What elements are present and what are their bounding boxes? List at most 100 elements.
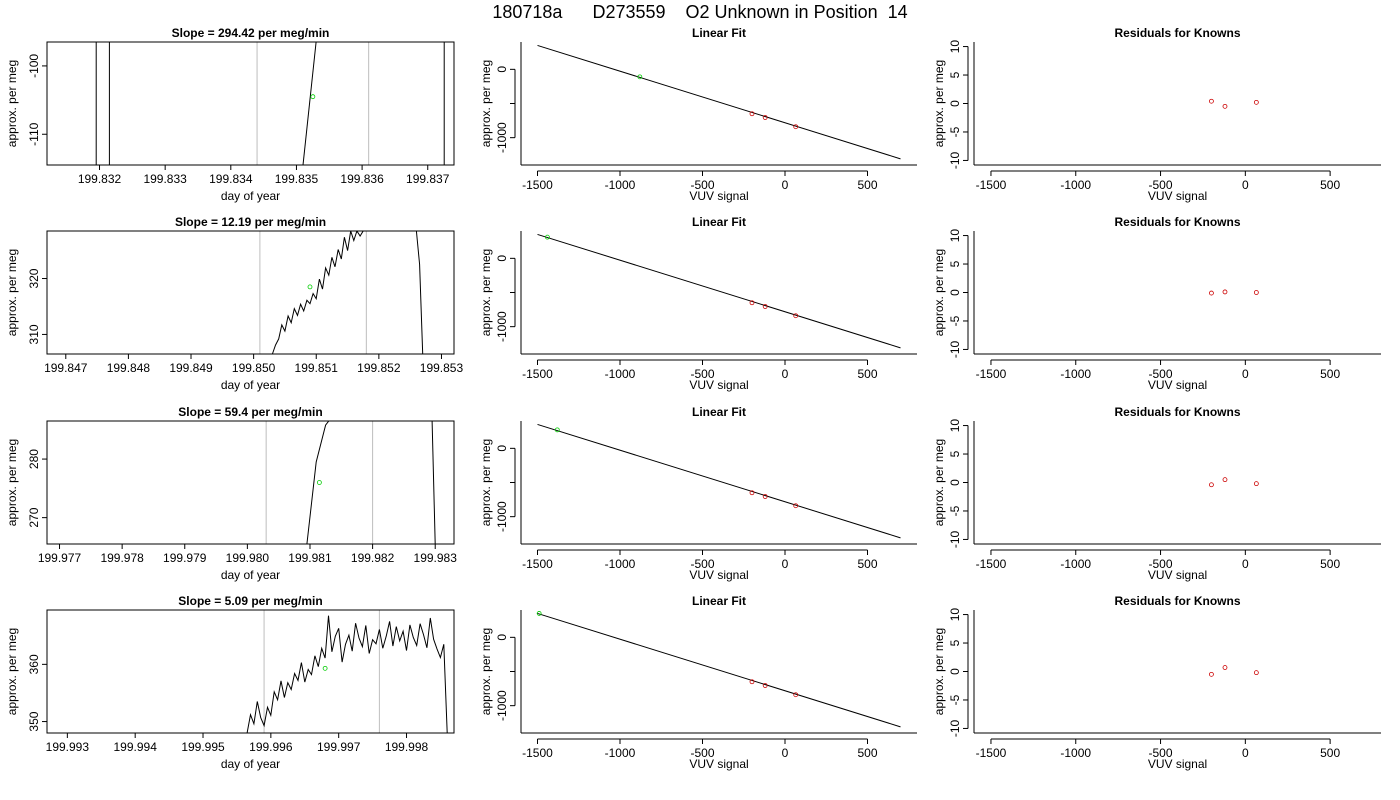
- x-tick-label: 199.836: [340, 172, 384, 186]
- x-tick-label: -500: [690, 557, 714, 571]
- x-tick-label: -1500: [522, 746, 553, 760]
- x-tick-label: -1000: [1060, 178, 1091, 192]
- x-tick-label: -500: [1149, 367, 1173, 381]
- fit-line: [537, 612, 901, 728]
- y-axis-label: approx. per meg: [479, 439, 493, 526]
- known-point: [762, 115, 768, 120]
- unknown-point: [554, 427, 560, 433]
- chart-panel-11: Linear Fit -1500 -1000 -500 0 500 -1000 0 VUV si…: [479, 594, 917, 771]
- known-point: [793, 503, 799, 509]
- y-axis-label: approx. per meg: [5, 249, 19, 336]
- x-tick-label: -1500: [522, 367, 553, 381]
- chart-panel-4: Slope = 12.19 per meg/min 199.847 199.848 1…: [5, 215, 463, 392]
- data-series-line: [271, 231, 424, 354]
- residual-point: [1222, 477, 1228, 483]
- unknown-point: [310, 94, 316, 100]
- chart-title: Linear Fit: [692, 215, 746, 229]
- chart-panel-5: Linear Fit -1500 -1000 -500 0 500 -1000 0 VUV si…: [479, 215, 917, 392]
- y-tick-label: -100: [27, 54, 41, 78]
- chart-panel-6: Residuals for Knowns -1500 -1000 -500 0 500 -1…: [932, 215, 1381, 392]
- residual-point: [1222, 103, 1228, 109]
- x-tick-label: -1000: [605, 367, 636, 381]
- x-tick-label: 199.980: [226, 551, 270, 565]
- x-axis-label: day of year: [221, 189, 280, 203]
- chart-panel-12: Residuals for Knowns -1500 -1000 -500 0 500 -1…: [932, 594, 1381, 771]
- fit-line: [537, 233, 901, 349]
- y-tick-label: 10: [948, 419, 962, 433]
- x-tick-label: 199.833: [143, 172, 187, 186]
- x-axis-label: day of year: [221, 757, 280, 771]
- x-tick-label: 199.848: [107, 361, 151, 375]
- unknown-point: [307, 284, 313, 290]
- residual-point: [1209, 98, 1214, 104]
- y-tick-label: -10: [948, 530, 962, 548]
- x-tick-label: 500: [857, 557, 877, 571]
- residual-point: [1209, 671, 1214, 677]
- x-tick-label: 199.997: [317, 740, 361, 754]
- x-tick-label: 199.996: [249, 740, 293, 754]
- plot-area: [246, 610, 448, 733]
- x-tick-label: 500: [857, 746, 877, 760]
- known-point: [749, 679, 755, 685]
- x-tick-label: 199.981: [288, 551, 332, 565]
- chart-title: Residuals for Knowns: [1114, 26, 1240, 40]
- x-tick-label: -1000: [1060, 557, 1091, 571]
- known-point: [749, 300, 755, 306]
- x-axis-label: VUV signal: [1148, 757, 1207, 771]
- x-tick-label: 199.835: [275, 172, 319, 186]
- chart-title: Slope = 12.19 per meg/min: [175, 215, 326, 229]
- chart-panel-8: Linear Fit -1500 -1000 -500 0 500 -1000 0 VUV si…: [479, 405, 917, 582]
- y-tick-label: 360: [27, 654, 41, 674]
- plot-area: [536, 611, 901, 728]
- x-tick-label: -1500: [976, 557, 1007, 571]
- y-tick-label: 5: [948, 639, 962, 646]
- known-point: [762, 304, 768, 309]
- y-tick-label: 5: [948, 260, 962, 267]
- y-tick-label: 0: [948, 479, 962, 486]
- x-axis-label: day of year: [221, 568, 280, 582]
- y-tick-label: -1000: [495, 501, 509, 532]
- plot-area: [95, 42, 445, 165]
- known-point: [749, 490, 755, 496]
- y-tick-label: -5: [948, 505, 962, 516]
- x-tick-label: 199.979: [163, 551, 207, 565]
- y-tick-label: -1000: [495, 690, 509, 721]
- x-tick-label: 199.983: [414, 551, 458, 565]
- y-tick-label: 320: [27, 268, 41, 288]
- x-axis-label: VUV signal: [1148, 568, 1207, 582]
- known-point: [793, 124, 799, 130]
- chart-panel-2: Linear Fit -1500 -1000 -500 0 500 -1000 0 VUV si…: [479, 26, 917, 203]
- y-tick-label: -10: [948, 151, 962, 169]
- plot-frame: [46, 41, 455, 166]
- y-axis-label: approx. per meg: [5, 439, 19, 526]
- x-tick-label: -500: [1149, 746, 1173, 760]
- x-tick-label: 500: [857, 178, 877, 192]
- plot-area: [1209, 477, 1259, 488]
- y-tick-label: 350: [27, 711, 41, 731]
- chart-title: Slope = 5.09 per meg/min: [178, 594, 322, 608]
- x-tick-label: -1000: [1060, 367, 1091, 381]
- x-tick-label: 199.850: [232, 361, 276, 375]
- chart-title: Residuals for Knowns: [1114, 594, 1240, 608]
- unknown-point: [316, 480, 322, 485]
- y-axis-label: approx. per meg: [479, 628, 493, 715]
- unknown-point: [637, 74, 643, 80]
- y-axis-label: approx. per meg: [932, 60, 946, 147]
- plot-frame: [46, 230, 455, 355]
- x-tick-label: 199.847: [44, 361, 88, 375]
- y-tick-label: 0: [495, 634, 509, 641]
- residual-point: [1253, 670, 1259, 676]
- y-tick-label: 10: [948, 40, 962, 54]
- x-tick-label: 199.978: [100, 551, 144, 565]
- x-tick-label: 199.994: [113, 740, 157, 754]
- plot-area: [537, 233, 901, 349]
- x-tick-label: -1500: [522, 557, 553, 571]
- x-tick-label: 0: [782, 557, 789, 571]
- x-tick-label: -500: [1149, 178, 1173, 192]
- x-axis-label: VUV signal: [689, 189, 748, 203]
- fit-line: [537, 423, 901, 539]
- x-tick-label: 500: [1320, 367, 1340, 381]
- residual-point: [1209, 482, 1214, 488]
- x-tick-label: 0: [1242, 557, 1249, 571]
